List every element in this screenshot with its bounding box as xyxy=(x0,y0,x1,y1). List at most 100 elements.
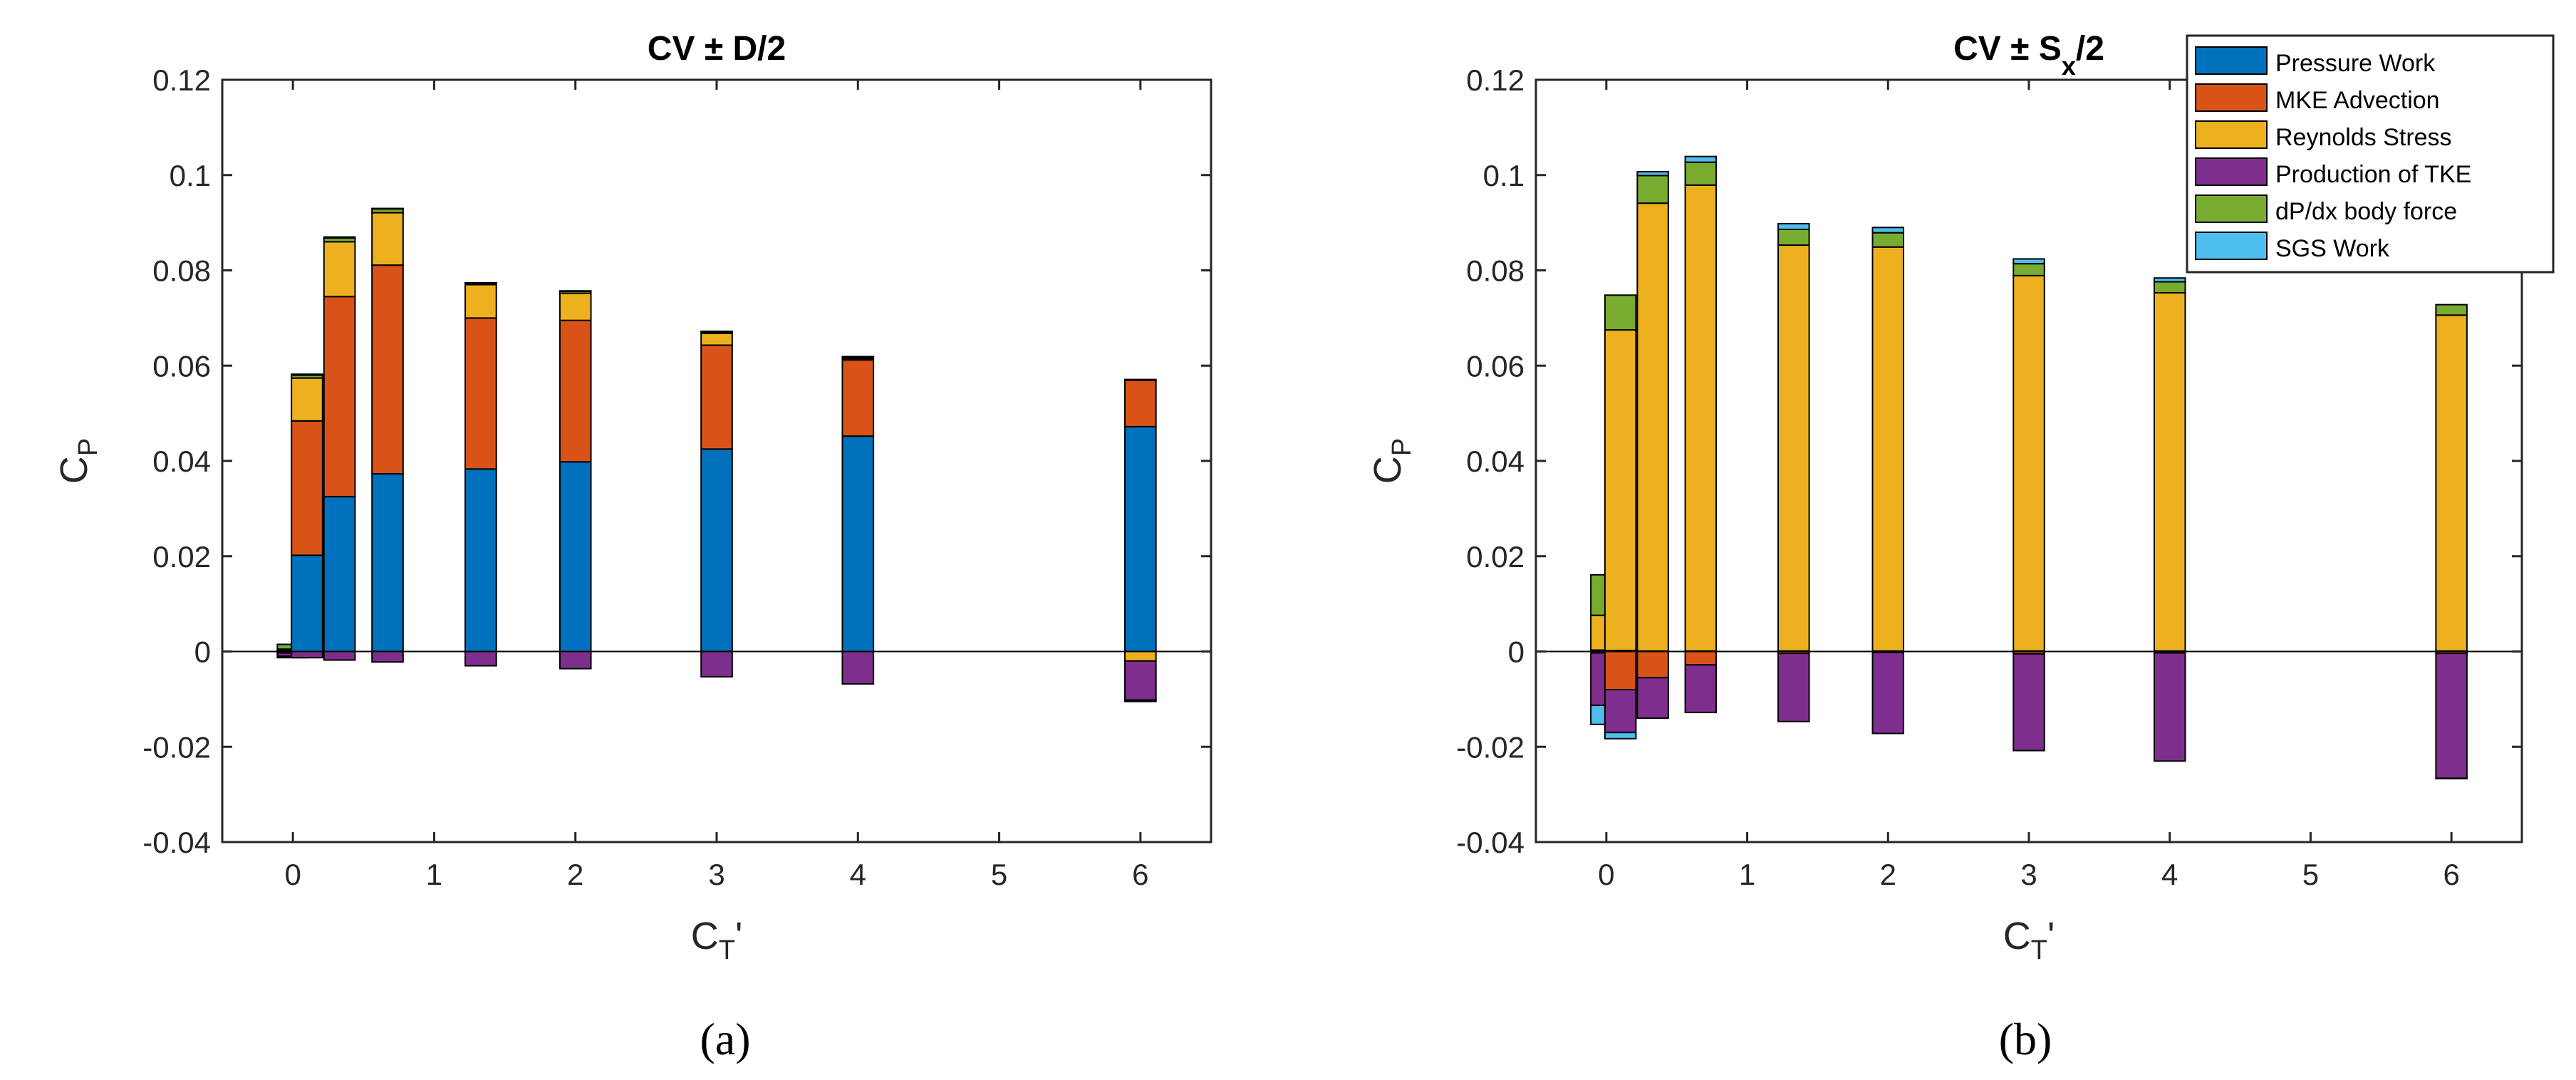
legend-swatch-dp-dx-body-force xyxy=(2195,194,2268,223)
panel-b-bar-production-of-tke-ct-6: Production of TKE @ 6: -0.0262 xyxy=(2435,653,2468,779)
caption-a: (a) xyxy=(700,1014,750,1064)
panel-a-bar-mke-advection-ct-0.1: MKE Advection @ 0.1: 0.0282 xyxy=(291,420,323,556)
panel-a-y-tick-label: -0.04 xyxy=(142,826,211,859)
panel-b-bar-sgs-work-ct-1.33: SGS Work @ 1.33: 0.0012 xyxy=(1777,222,1810,230)
panel-b-x-axis-label: CT' xyxy=(2003,915,2055,965)
panel-a-bars: Pressure Work @ 0: -0.0003MKE Advection … xyxy=(276,207,1157,702)
panel-b-x-tick-label: 2 xyxy=(1880,858,1896,891)
panel-b-y-tick-label: 0.04 xyxy=(1466,445,1525,478)
panel-a-bar-production-of-tke-ct-0.1: Production of TKE @ 0.1: -0.0013 xyxy=(291,650,323,659)
panel-a-bar-reynolds-stress-ct-0.33: Reynolds Stress @ 0.33: 0.0115 xyxy=(323,241,356,298)
panel-b-bar-sgs-work-ct-0.1: SGS Work @ 0.1: -0.0013 xyxy=(1604,732,1637,739)
panel-a-bar-reynolds-stress-ct-6: Reynolds Stress @ 6: -0.002 xyxy=(1124,650,1157,662)
panel-a-bar-production-of-tke-ct-0.33: Production of TKE @ 0.33: -0.0018 xyxy=(323,650,356,661)
panel-a-bar-sgs-work-ct-4: SGS Work @ 4: 0.0001 xyxy=(841,355,875,358)
panel-a-y-tick-label: 0.04 xyxy=(152,445,211,478)
panel-a-bar-sgs-work-ct-1.33: SGS Work @ 1.33: 0.0001 xyxy=(464,281,497,284)
panel-b-x-tick-label: 6 xyxy=(2443,858,2459,891)
panel-a-y-tick-label: 0.06 xyxy=(152,349,211,383)
panel-a-x-tick-label: 6 xyxy=(1132,858,1148,891)
panel-a-y-tick-label: 0.1 xyxy=(170,159,211,192)
panel-b-bar-reynolds-stress-ct-6: Reynolds Stress @ 6: 0.0705 xyxy=(2435,314,2468,652)
panel-a-y-tick-label: -0.02 xyxy=(142,730,211,764)
legend-label-reynolds-stress: Reynolds Stress xyxy=(2275,124,2452,151)
panel-a: Pressure Work @ 0: -0.0003MKE Advection … xyxy=(53,30,1212,965)
panel-b-x-tick-label: 4 xyxy=(2161,858,2178,891)
panel-b-x-tick-label: 3 xyxy=(2020,858,2037,891)
panel-a-bar-production-of-tke-ct-3: Production of TKE @ 3: -0.0053 xyxy=(700,650,733,677)
panel-a-x-tick-label: 3 xyxy=(708,858,724,891)
panel-b-x-tick-label: 0 xyxy=(1598,858,1614,891)
panel-a-bar-production-of-tke-ct-1.33: Production of TKE @ 1.33: -0.003 xyxy=(464,650,497,667)
panel-a-x-tick-label: 2 xyxy=(567,858,583,891)
panel-b-bar-production-of-tke-ct-2: Production of TKE @ 2: -0.017 xyxy=(1871,651,1905,734)
panel-b-bar-dp-dx-body-force-ct-1.33: dP/dx body force @ 1.33: 0.0033 xyxy=(1777,228,1810,246)
panel-a-bar-reynolds-stress-ct-3: Reynolds Stress @ 3: 0.0025 xyxy=(700,332,733,346)
panel-b-y-axis-label: CP xyxy=(1366,438,1417,484)
legend-swatch-sgs-work xyxy=(2195,232,2268,260)
panel-b-x-tick-label: 1 xyxy=(1739,858,1755,891)
panel-b-y-tick-label: 0 xyxy=(1508,635,1525,669)
panel-b-bar-production-of-tke-ct-0.33: Production of TKE @ 0.33: -0.0085 xyxy=(1636,677,1669,720)
panel-b-y-tick-label: -0.02 xyxy=(1456,730,1525,764)
panel-b-y-tick-label: -0.04 xyxy=(1456,826,1525,859)
caption-a-text: (a) xyxy=(700,1014,750,1064)
legend-label-sgs-work: SGS Work xyxy=(2275,235,2390,262)
panel-b-bar-production-of-tke-ct-1.33: Production of TKE @ 1.33: -0.0143 xyxy=(1777,653,1810,722)
legend-swatch-pressure-work xyxy=(2195,46,2268,75)
legend-label-dp-dx-body-force: dP/dx body force xyxy=(2275,198,2457,225)
panel-b-title: CV ± Sx/2 xyxy=(1953,30,2104,81)
panel-a-x-tick-label: 0 xyxy=(284,858,301,891)
panel-b-y-tick-label: 0.06 xyxy=(1466,349,1525,383)
panel-a-bar-sgs-work-ct-0.1: SGS Work @ 0.1: 0.0002 xyxy=(291,373,323,376)
panel-b-y-tick-label: 0.12 xyxy=(1466,63,1525,97)
panel-a-bar-reynolds-stress-ct-1.33: Reynolds Stress @ 1.33: 0.007 xyxy=(464,284,497,319)
panel-a-bar-production-of-tke-ct-0.67: Production of TKE @ 0.67: -0.0022 xyxy=(371,650,404,663)
panel-a-y-tick-label: 0.02 xyxy=(152,540,211,573)
panel-a-bar-production-of-tke-ct-6: Production of TKE @ 6: -0.0082 xyxy=(1124,660,1157,701)
panel-a-y-axis-label: CP xyxy=(53,438,103,484)
panel-b-bar-sgs-work-ct-0.67: SGS Work @ 0.67: 0.0012 xyxy=(1684,155,1718,163)
panel-a-bar-pressure-work-ct-0.1: Pressure Work @ 0.1: 0.0202 xyxy=(291,554,323,653)
panel-a-bar-pressure-work-ct-4: Pressure Work @ 4: 0.0452 xyxy=(841,435,875,653)
panel-b-bar-reynolds-stress-ct-4: Reynolds Stress @ 4: 0.0752 xyxy=(2153,291,2186,652)
panel-a-bar-pressure-work-ct-3: Pressure Work @ 3: 0.0425 xyxy=(700,448,733,653)
panel-a-bar-mke-advection-ct-3: MKE Advection @ 3: 0.0218 xyxy=(700,344,733,450)
panel-b-bar-dp-dx-body-force-ct-0.1: dP/dx body force @ 0.1: 0.0073 xyxy=(1604,294,1637,331)
panel-a-bar-production-of-tke-ct-4: Production of TKE @ 4: -0.0068 xyxy=(841,650,875,685)
panel-b-bar-dp-dx-body-force-ct-2: dP/dx body force @ 2: 0.003 xyxy=(1871,232,1905,248)
panel-a-bar-mke-advection-ct-4: MKE Advection @ 4: 0.016 xyxy=(841,359,875,437)
panel-a-bar-mke-advection-ct-2: MKE Advection @ 2: 0.0297 xyxy=(559,319,592,463)
panel-b-bar-sgs-work-ct-6: SGS Work @ 6: -0.0001 xyxy=(2435,777,2468,780)
panel-a-bar-reynolds-stress-ct-0.67: Reynolds Stress @ 0.67: 0.011 xyxy=(371,212,404,266)
panel-b-bar-mke-advection-ct-0.33: MKE Advection @ 0.33: -0.0055 xyxy=(1636,650,1669,679)
legend-label-production-of-tke: Production of TKE xyxy=(2275,161,2471,188)
panel-a-bar-sgs-work-ct-0.33: SGS Work @ 0.33: 0.0002 xyxy=(323,236,356,239)
panel-b-bar-production-of-tke-ct-0.1: Production of TKE @ 0.1: -0.009 xyxy=(1604,689,1637,734)
panel-a-bar-production-of-tke-ct-2: Production of TKE @ 2: -0.0036 xyxy=(559,650,592,670)
panel-a-bar-mke-advection-ct-0.33: MKE Advection @ 0.33: 0.042 xyxy=(323,296,356,498)
panel-b-bar-dp-dx-body-force-ct-4: dP/dx body force @ 4: 0.0023 xyxy=(2153,281,2186,294)
panel-a-x-tick-label: 5 xyxy=(991,858,1007,891)
panel-a-bar-mke-advection-ct-1.33: MKE Advection @ 1.33: 0.0317 xyxy=(464,317,497,470)
legend-swatch-mke-advection xyxy=(2195,83,2268,112)
panel-a-x-tick-label: 4 xyxy=(850,858,866,891)
caption-b-text: (b) xyxy=(1999,1014,2052,1064)
legend-label-pressure-work: Pressure Work xyxy=(2275,50,2436,77)
legend-label-mke-advection: MKE Advection xyxy=(2275,87,2440,114)
panel-b-bar-reynolds-stress-ct-0.1: Reynolds Stress @ 0.1: 0.0673 xyxy=(1604,329,1637,652)
panel-b-bar-dp-dx-body-force-ct-6: dP/dx body force @ 6: 0.0022 xyxy=(2435,303,2468,316)
panel-b-bar-sgs-work-ct-3: SGS Work @ 3: 0.001 xyxy=(2012,258,2045,265)
panel-a-y-ticks: -0.04 -0.02 0 0.02 0.04 0.06 0.08 0.1 0.12 xyxy=(142,63,1211,859)
panel-b-bar-production-of-tke-ct-4: Production of TKE @ 4: -0.0227 xyxy=(2153,652,2186,762)
panel-a-y-tick-label: 0.08 xyxy=(152,254,211,288)
panel-b-bar-reynolds-stress-ct-0.33: Reynolds Stress @ 0.33: 0.094 xyxy=(1636,202,1669,652)
panel-b-bar-production-of-tke-ct-0.67: Production of TKE @ 0.67: -0.01 xyxy=(1684,664,1718,714)
legend-swatch-production-of-tke xyxy=(2195,157,2268,186)
panel-b-bars: Pressure Work @ 0: 0.0003MKE Advection @… xyxy=(1590,155,2468,780)
panel-b-bar-reynolds-stress-ct-0.67: Reynolds Stress @ 0.67: 0.0978 xyxy=(1684,184,1718,652)
panel-a-x-tick-label: 1 xyxy=(426,858,442,891)
panel-b-x-tick-label: 5 xyxy=(2302,858,2319,891)
panel-a-title: CV ± D/2 xyxy=(648,30,786,68)
